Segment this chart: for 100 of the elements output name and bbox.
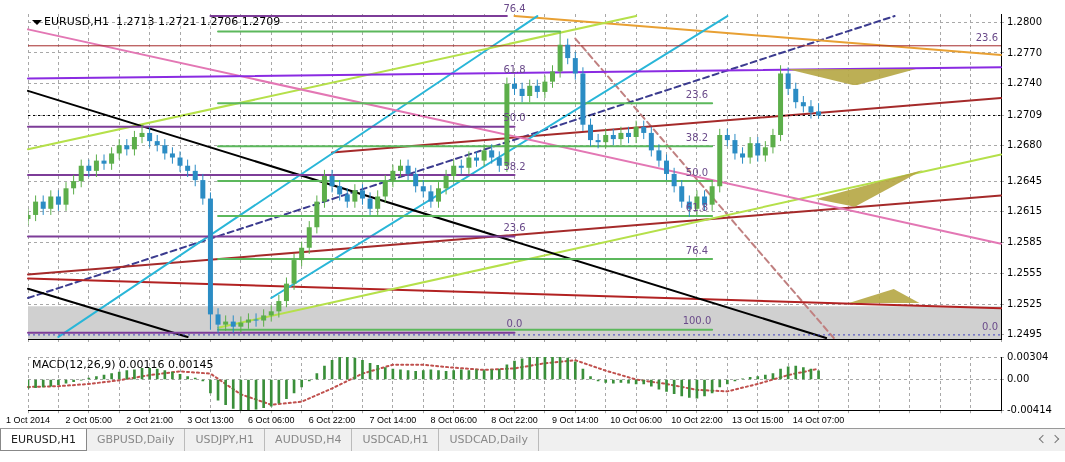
text: AUDUSD,H4 [265, 429, 353, 451]
y-tick-label: -0.00414 [1007, 403, 1052, 415]
y-tick-label: 1.2585 [1007, 236, 1042, 248]
y-tick-label: 0.00 [1007, 373, 1030, 385]
annotation: 76.4 [503, 2, 526, 14]
y-tick-label: 1.2709 [1007, 109, 1042, 121]
bar [34, 379, 37, 389]
candlestick [428, 184, 434, 209]
bar [117, 371, 121, 380]
candlestick [253, 312, 259, 328]
candlestick [595, 133, 601, 149]
candlestick [413, 167, 419, 193]
bar [209, 379, 212, 394]
candlestick [352, 183, 358, 209]
x-tick-label: 8 Oct 06:00 [430, 415, 477, 426]
bar [49, 379, 53, 387]
bar [148, 368, 151, 380]
bar [399, 369, 402, 380]
candlestick [147, 126, 153, 148]
text: USDCAD,H1 [352, 429, 440, 451]
bar [338, 357, 341, 380]
text: EURUSD,H1 [0, 429, 87, 451]
bar [650, 379, 653, 387]
bar [41, 379, 45, 388]
y-tick-label: 1.2770 [1007, 46, 1042, 58]
bar [513, 360, 516, 380]
bar [57, 379, 60, 386]
candlestick [451, 159, 457, 183]
bar [155, 368, 159, 380]
candlestick [588, 118, 594, 147]
candlestick [793, 82, 799, 109]
bar [779, 368, 782, 380]
candlestick [276, 294, 282, 318]
candlestick [93, 153, 99, 178]
chart-title: MACD(12,26,9) 0.00116 0.00145 [32, 358, 214, 372]
candlestick [192, 164, 198, 187]
x-tick-label: 6 Oct 06:00 [247, 415, 295, 426]
bar [703, 379, 706, 397]
bar [718, 379, 722, 388]
bar [475, 369, 478, 380]
bar [802, 367, 805, 380]
bar [421, 370, 425, 380]
x-tick-label: 9 Oct 14:00 [552, 415, 599, 426]
bar [688, 379, 691, 398]
candlestick [770, 128, 776, 154]
candlestick [109, 146, 115, 171]
bar [642, 379, 646, 385]
bar [490, 369, 494, 380]
candlestick [291, 253, 297, 291]
y-tick-label: 1.2495 [1007, 328, 1042, 340]
bar [627, 379, 630, 384]
y-tick-label: 1.2680 [1007, 138, 1042, 150]
annotation: 0.0 [506, 318, 523, 330]
bar [528, 357, 532, 380]
x-tick-label: 8 Oct 22:00 [491, 415, 538, 426]
bar [269, 379, 273, 407]
bar [497, 368, 501, 380]
bar [186, 376, 189, 380]
bar [110, 373, 113, 380]
candlestick [375, 189, 381, 216]
text: USDCAD,Daily [439, 429, 539, 451]
candlestick [55, 189, 61, 212]
annotation: 76.4 [685, 244, 709, 256]
candlestick [116, 138, 122, 161]
annotation: 50.0 [685, 166, 709, 178]
bar [300, 379, 303, 388]
bar [551, 357, 554, 380]
bar [604, 379, 608, 383]
annotation: 23.6 [503, 222, 526, 234]
candlestick [367, 191, 373, 216]
candlestick [63, 181, 69, 212]
candlestick [762, 140, 768, 163]
bar [452, 370, 456, 380]
annotation: 23.6 [685, 88, 709, 100]
candlestick [390, 164, 396, 188]
candlestick [565, 38, 571, 65]
bar [535, 357, 539, 380]
candlestick [329, 169, 335, 193]
bar [247, 379, 250, 411]
bar [726, 379, 729, 385]
candlestick [481, 143, 487, 168]
chart-title: EURUSD,H1 1.2713 1.2721 1.2706 1.2709 [44, 15, 281, 29]
candlestick [215, 307, 221, 334]
candlestick [519, 82, 525, 103]
candlestick [785, 66, 791, 96]
x-tick-label: 7 Oct 14:00 [369, 415, 417, 426]
bar [163, 370, 167, 380]
candlestick [648, 126, 654, 158]
annotation: 100.0 [682, 315, 712, 327]
bar [414, 371, 418, 380]
candlestick [732, 133, 738, 161]
y-tick-label: 1.2800 [1007, 15, 1042, 27]
annotation: 38.2 [685, 131, 709, 143]
y-tick-label: 1.2525 [1007, 297, 1042, 309]
bar [665, 379, 668, 392]
x-tick-label: 6 Oct 22:00 [308, 415, 356, 426]
candlestick [359, 183, 365, 206]
x-tick-label: 1 Oct 2014 [5, 415, 51, 426]
y-tick-label: 1.2615 [1007, 205, 1042, 217]
candlestick [139, 124, 145, 144]
